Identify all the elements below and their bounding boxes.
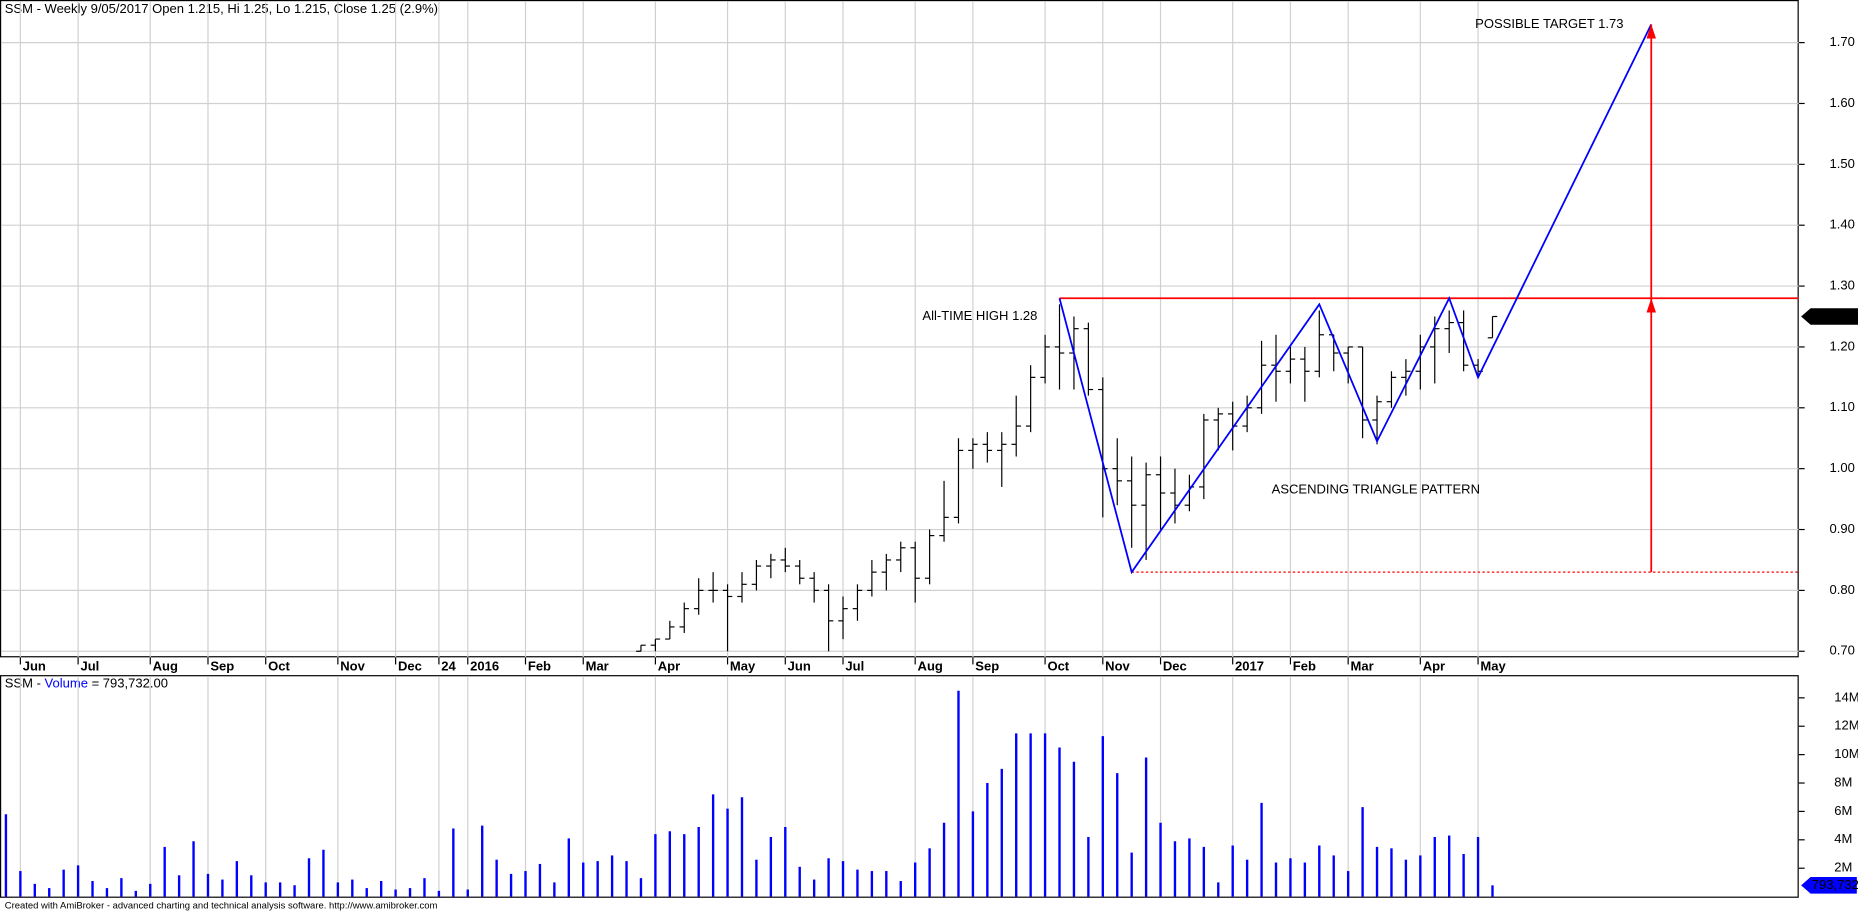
last-volume-badge	[1801, 877, 1857, 894]
y-tick-label: 1.70	[1830, 34, 1855, 49]
volume-ticker: SSM -	[5, 676, 45, 691]
x-tick-label: Jun	[788, 658, 811, 673]
last-price-badge	[1801, 308, 1858, 325]
volume-name: Volume	[45, 676, 88, 691]
pattern-line	[1058, 23, 1653, 575]
x-tick-label: Apr	[1423, 658, 1445, 673]
last-price-label: 1.25	[1822, 308, 1847, 323]
volume-readout: = 793,732.00	[88, 676, 168, 691]
arrow-head	[1646, 298, 1656, 313]
y-tick-label: 1.20	[1830, 338, 1855, 353]
last-volume-label: 793,732	[1812, 877, 1858, 892]
x-tick-label: Sep	[210, 658, 234, 673]
x-tick-label: Feb	[528, 658, 551, 673]
x-tick-label: Feb	[1293, 658, 1316, 673]
x-tick-label: May	[730, 658, 756, 673]
y-tick-label: 10M	[1834, 746, 1858, 761]
y-tick-label: 12M	[1834, 718, 1858, 733]
x-tick-label: May	[1480, 658, 1506, 673]
x-tick-label: Mar	[1351, 658, 1374, 673]
y-tick-label: 4M	[1834, 831, 1852, 846]
y-tick-label: 1.50	[1830, 156, 1855, 171]
volume-title: SSM - Volume = 793,732.00	[5, 676, 168, 691]
x-tick-label: Aug	[153, 658, 178, 673]
chart-title: SSM - Weekly 9/05/2017 Open 1.215, Hi 1.…	[5, 1, 438, 16]
y-tick-label: 8M	[1834, 774, 1852, 789]
arrow-head	[1646, 24, 1656, 39]
x-tick-label: Oct	[268, 658, 290, 673]
x-tick-label: Jul	[845, 658, 864, 673]
y-tick-label: 6M	[1834, 803, 1852, 818]
x-tick-label: Dec	[398, 658, 422, 673]
x-tick-label: Apr	[658, 658, 680, 673]
price-pane	[0, 0, 1799, 658]
x-tick-label: 2016	[470, 658, 499, 673]
annotation-label: POSSIBLE TARGET 1.73	[1475, 16, 1623, 31]
annotation-label: All-TIME HIGH 1.28	[922, 308, 1037, 323]
x-tick-label: Jun	[23, 658, 46, 673]
y-tick-label: 1.10	[1830, 399, 1855, 414]
footer: Created with AmiBroker - advanced charti…	[5, 901, 438, 912]
y-tick-label: 1.40	[1830, 217, 1855, 232]
x-tick-label: Dec	[1163, 658, 1187, 673]
y-tick-label: 0.80	[1830, 582, 1855, 597]
x-tick-label: Aug	[918, 658, 943, 673]
x-tick-label: Oct	[1047, 658, 1069, 673]
annotation-label: ASCENDING TRIANGLE PATTERN	[1272, 481, 1480, 496]
y-tick-label: 2M	[1834, 860, 1852, 875]
x-tick-label: Mar	[586, 658, 609, 673]
y-tick-label: 1.30	[1830, 278, 1855, 293]
x-tick-label: 24	[441, 658, 456, 673]
x-tick-label: Jul	[80, 658, 99, 673]
volume-pane	[0, 675, 1799, 898]
x-tick-label: Sep	[975, 658, 999, 673]
x-tick-label: Nov	[340, 658, 365, 673]
y-tick-label: 0.70	[1830, 643, 1855, 658]
y-tick-label: 1.00	[1830, 460, 1855, 475]
x-tick-label: Nov	[1105, 658, 1130, 673]
y-tick-label: 0.90	[1830, 521, 1855, 536]
y-tick-label: 1.60	[1830, 95, 1855, 110]
y-tick-label: 14M	[1834, 689, 1858, 704]
x-tick-label: 2017	[1235, 658, 1264, 673]
